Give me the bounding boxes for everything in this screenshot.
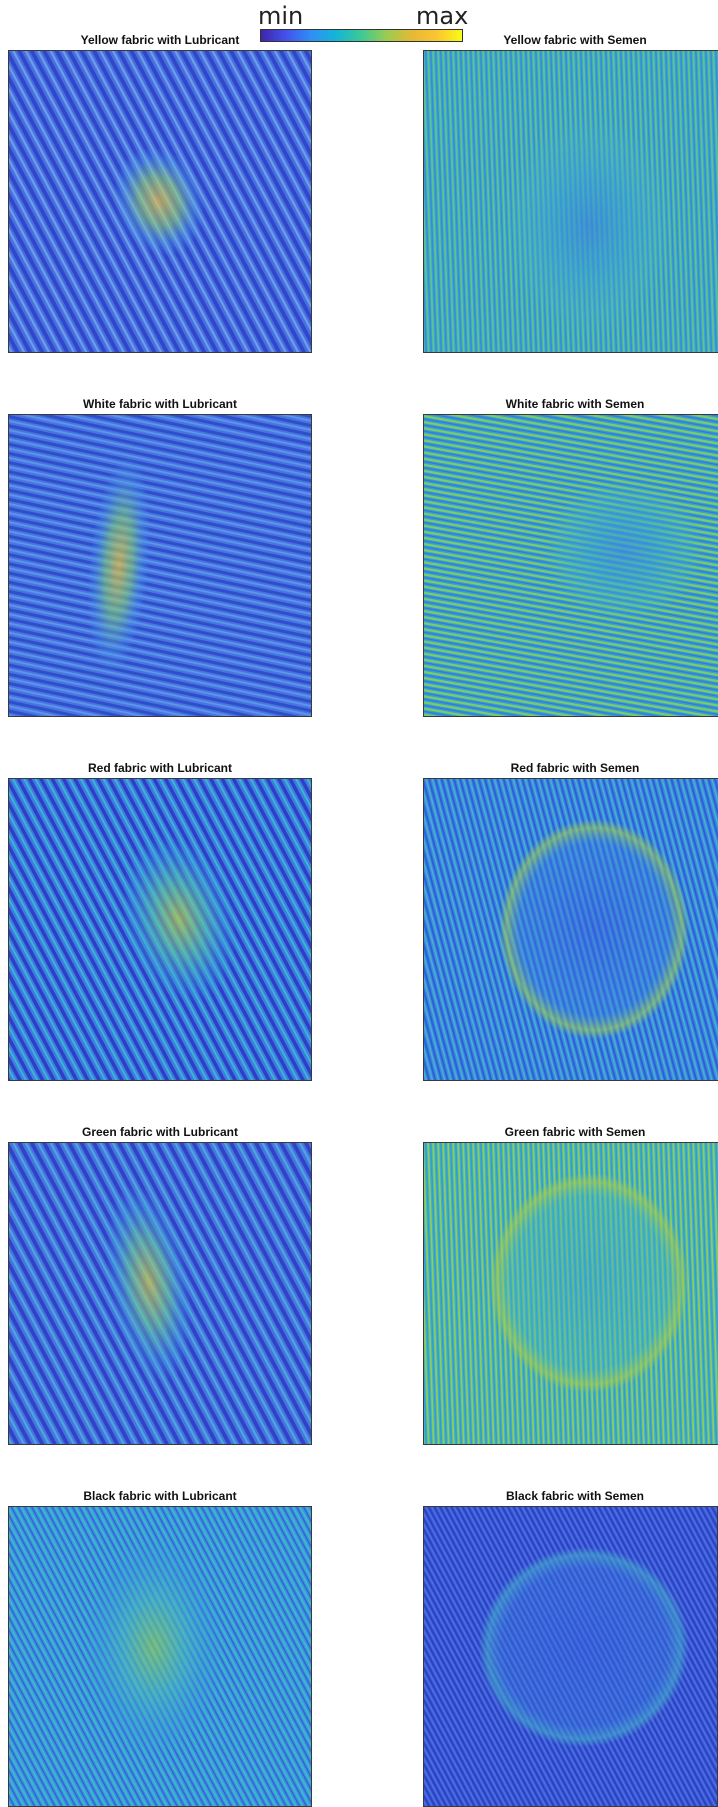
heatmap-image xyxy=(424,1143,718,1444)
panel-yellow-semen xyxy=(423,50,718,353)
panel-white-semen xyxy=(423,414,718,717)
panel-white-lubricant xyxy=(8,414,312,717)
panel-green-lubricant xyxy=(8,1142,312,1445)
panel-title-white-lubricant: White fabric with Lubricant xyxy=(82,397,237,411)
panel-title-green-lubricant: Green fabric with Lubricant xyxy=(81,1125,239,1139)
panel-title-yellow-semen: Yellow fabric with Semen xyxy=(503,33,647,47)
colorbar-max-label: max xyxy=(416,2,469,30)
heatmap-image xyxy=(9,1507,311,1806)
heatmap-image xyxy=(424,51,718,352)
heatmap-image xyxy=(9,51,311,352)
colorbar-min-label: min xyxy=(258,2,304,30)
panel-title-red-lubricant: Red fabric with Lubricant xyxy=(87,761,232,775)
panel-green-semen xyxy=(423,1142,718,1445)
panel-title-black-semen: Black fabric with Semen xyxy=(505,1489,645,1503)
panel-black-lubricant xyxy=(8,1506,312,1807)
colorbar xyxy=(260,29,463,42)
panel-title-black-lubricant: Black fabric with Lubricant xyxy=(83,1489,237,1503)
heatmap-image xyxy=(424,1507,717,1806)
panel-title-green-semen: Green fabric with Semen xyxy=(504,1125,646,1139)
heatmap-image xyxy=(424,779,718,1080)
heatmap-image xyxy=(9,415,311,716)
heatmap-image xyxy=(9,779,311,1080)
panel-title-white-semen: White fabric with Semen xyxy=(505,397,645,411)
panel-red-lubricant xyxy=(8,778,312,1081)
panel-yellow-lubricant xyxy=(8,50,312,353)
panel-title-red-semen: Red fabric with Semen xyxy=(510,761,640,775)
panel-black-semen xyxy=(423,1506,718,1807)
panel-red-semen xyxy=(423,778,718,1081)
heatmap-image xyxy=(9,1143,311,1444)
heatmap-image xyxy=(424,415,718,716)
panel-title-yellow-lubricant: Yellow fabric with Lubricant xyxy=(80,33,240,47)
